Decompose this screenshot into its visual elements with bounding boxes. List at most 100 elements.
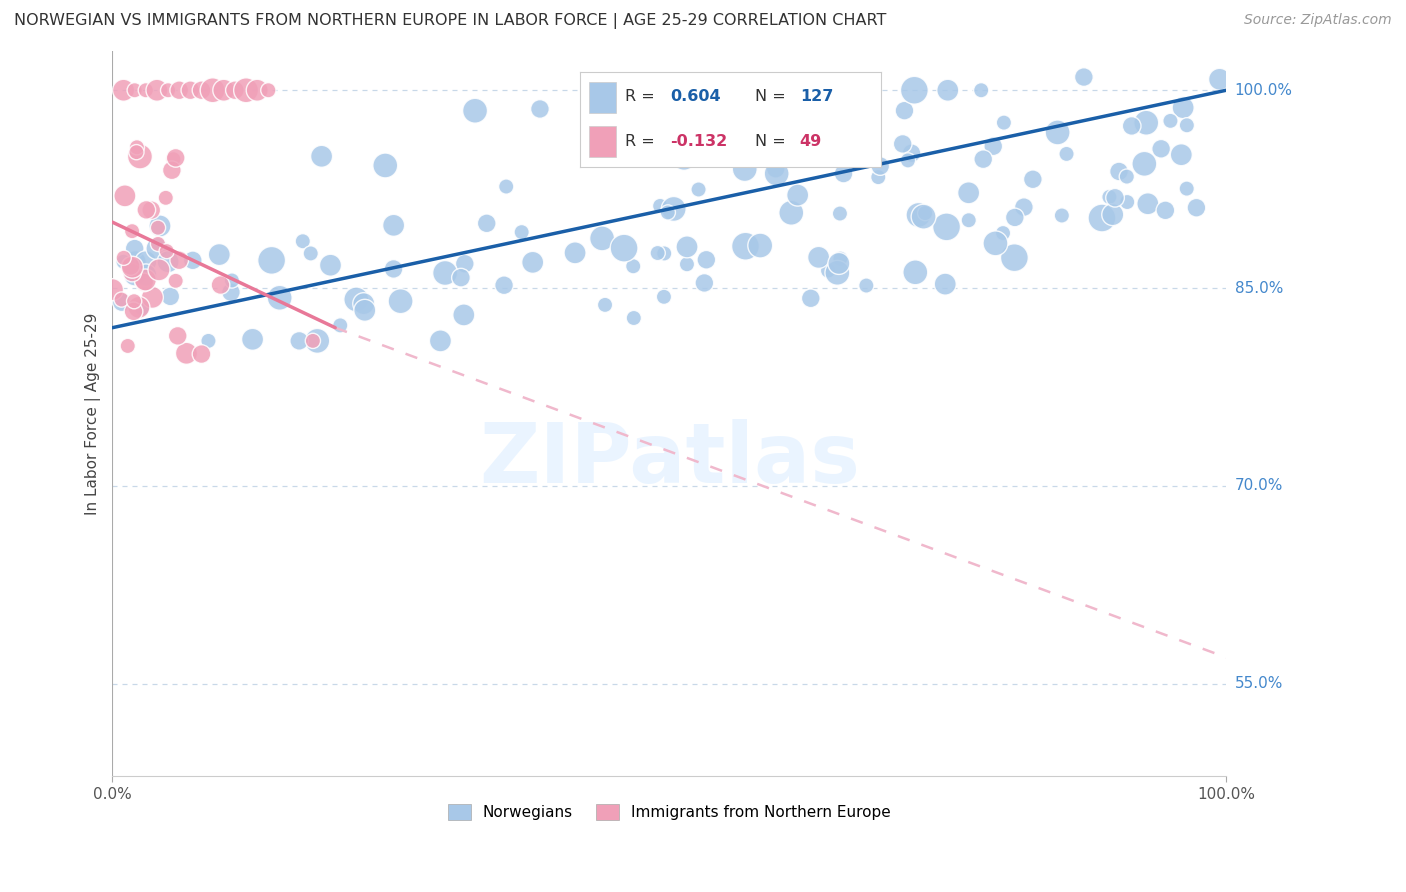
Point bbox=[734, 239, 756, 253]
Point bbox=[970, 83, 993, 97]
Point bbox=[475, 216, 498, 230]
Point bbox=[242, 332, 264, 346]
Point bbox=[859, 83, 882, 97]
Point bbox=[1012, 200, 1035, 214]
Point bbox=[353, 296, 375, 310]
Point bbox=[122, 304, 145, 318]
Point bbox=[167, 253, 190, 268]
Point bbox=[695, 252, 717, 267]
Point bbox=[110, 293, 132, 307]
Point bbox=[156, 244, 179, 259]
Point bbox=[157, 83, 180, 97]
Point bbox=[1050, 209, 1073, 223]
Point bbox=[134, 273, 156, 287]
Point bbox=[429, 334, 451, 348]
Point bbox=[828, 256, 851, 270]
Point bbox=[900, 146, 922, 161]
Point bbox=[165, 151, 187, 165]
Point bbox=[827, 266, 849, 280]
Point bbox=[190, 347, 212, 361]
Point bbox=[991, 226, 1014, 240]
Point bbox=[522, 255, 544, 269]
Point bbox=[141, 290, 163, 304]
Point bbox=[269, 291, 291, 305]
Point bbox=[122, 294, 145, 309]
Point bbox=[657, 205, 679, 219]
Text: NORWEGIAN VS IMMIGRANTS FROM NORTHERN EUROPE IN LABOR FORCE | AGE 25-29 CORRELAT: NORWEGIAN VS IMMIGRANTS FROM NORTHERN EU… bbox=[14, 13, 886, 29]
Text: 85.0%: 85.0% bbox=[1234, 281, 1282, 295]
Point bbox=[832, 167, 855, 181]
Text: ZIPatlas: ZIPatlas bbox=[479, 419, 860, 500]
Point bbox=[129, 149, 152, 163]
Text: 70.0%: 70.0% bbox=[1234, 478, 1282, 493]
Point bbox=[652, 246, 675, 260]
Point bbox=[658, 124, 681, 138]
Point bbox=[830, 252, 852, 266]
Point bbox=[786, 188, 808, 202]
Y-axis label: In Labor Force | Age 25-29: In Labor Force | Age 25-29 bbox=[86, 312, 101, 515]
Point bbox=[112, 251, 135, 265]
Point bbox=[765, 161, 787, 176]
Point bbox=[1022, 172, 1045, 186]
Point bbox=[780, 206, 803, 220]
Point bbox=[652, 290, 675, 304]
Point bbox=[344, 293, 367, 307]
Point bbox=[382, 219, 405, 233]
Point bbox=[650, 199, 672, 213]
Point bbox=[146, 83, 169, 97]
Point bbox=[495, 179, 517, 194]
Point bbox=[134, 276, 156, 290]
Point bbox=[329, 318, 352, 333]
Text: 100.0%: 100.0% bbox=[1234, 83, 1292, 98]
Point bbox=[291, 234, 314, 248]
Point bbox=[1116, 195, 1139, 210]
Point bbox=[912, 210, 935, 224]
Point bbox=[148, 262, 170, 277]
Point bbox=[224, 83, 246, 97]
Point bbox=[124, 83, 146, 97]
Point bbox=[159, 289, 181, 303]
Point bbox=[1108, 164, 1130, 178]
Point bbox=[257, 83, 280, 97]
Point bbox=[112, 254, 135, 268]
Point bbox=[434, 266, 457, 280]
Point bbox=[121, 260, 143, 275]
Point bbox=[688, 182, 710, 196]
Text: 55.0%: 55.0% bbox=[1234, 676, 1282, 691]
Point bbox=[891, 136, 914, 151]
Point bbox=[1133, 157, 1156, 171]
Point bbox=[302, 334, 325, 348]
Point bbox=[647, 246, 669, 260]
Point bbox=[453, 308, 475, 322]
Point bbox=[101, 283, 124, 297]
Point bbox=[765, 167, 787, 181]
Point bbox=[510, 225, 533, 239]
Point bbox=[124, 268, 146, 282]
Point bbox=[792, 83, 814, 97]
Point bbox=[869, 159, 891, 173]
Point bbox=[131, 301, 153, 316]
Point bbox=[1046, 125, 1069, 139]
Point bbox=[1115, 169, 1137, 184]
Point bbox=[1091, 211, 1114, 225]
Point bbox=[114, 189, 136, 203]
Point bbox=[825, 83, 848, 97]
Point bbox=[734, 162, 756, 177]
Point bbox=[450, 270, 472, 285]
Point bbox=[1208, 72, 1230, 87]
Point bbox=[181, 253, 204, 268]
Point bbox=[1104, 191, 1126, 205]
Point bbox=[260, 253, 283, 268]
Point bbox=[135, 202, 157, 217]
Point bbox=[529, 102, 551, 116]
Point bbox=[1185, 201, 1208, 215]
Point bbox=[208, 247, 231, 261]
Point bbox=[621, 260, 644, 274]
Point bbox=[190, 83, 212, 97]
Point bbox=[828, 206, 851, 220]
Point bbox=[1098, 190, 1121, 204]
Point bbox=[135, 254, 157, 268]
Point bbox=[855, 278, 877, 293]
Point bbox=[981, 139, 1004, 153]
Point bbox=[936, 83, 959, 97]
